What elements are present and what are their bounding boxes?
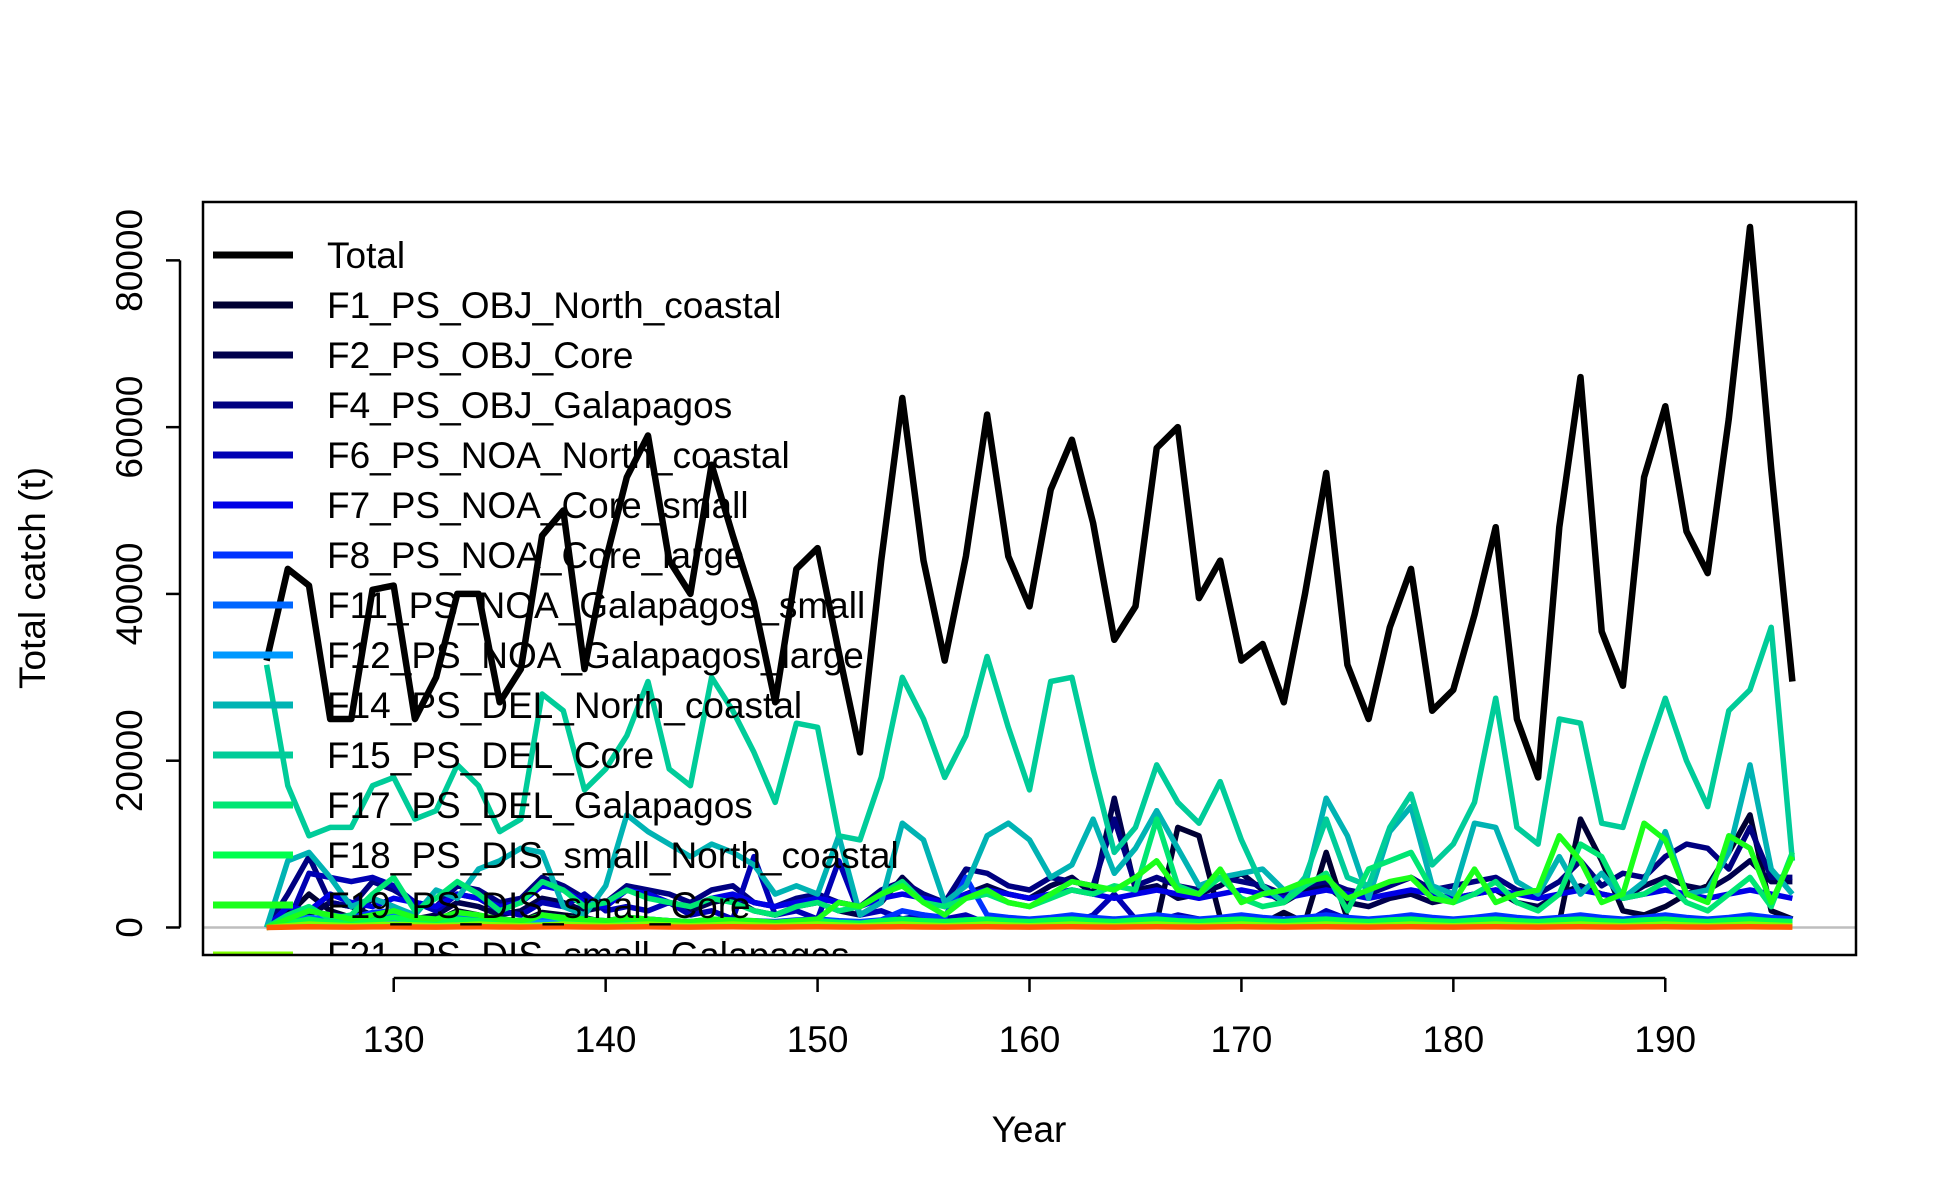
- legend-label: F1_PS_OBJ_North_coastal: [327, 285, 782, 326]
- x-tick-label: 130: [363, 1019, 425, 1060]
- axes: 130 140 150 160 170 180 190 0 20000 40000 60000 800…: [109, 200, 1858, 1060]
- y-tick-label: 40000: [109, 542, 150, 645]
- series-line-f14_ps_del_north_coastal: [263, 762, 1795, 929]
- legend-label: F18_PS_DIS_small_North_coastal: [327, 835, 899, 876]
- series-line-f19_ps_dis_small_core: [265, 820, 1795, 931]
- legend-label: Total: [327, 235, 405, 276]
- series-line-total: [263, 223, 1796, 781]
- legend-label: F4_PS_OBJ_Galapagos: [327, 385, 732, 426]
- legend-label: F6_PS_NOA_North_coastal: [327, 435, 790, 476]
- x-tick-label: 140: [575, 1019, 637, 1060]
- y-tick-label: 80000: [109, 209, 150, 312]
- legend-label: F7_PS_NOA_Core_small: [327, 485, 749, 526]
- y-tick-label: 20000: [109, 709, 150, 812]
- series-line-series-16: [266, 924, 1793, 931]
- x-axis-label: Year: [992, 1109, 1067, 1150]
- legend-label: F14_PS_DEL_North_coastal: [327, 685, 802, 726]
- x-tick-label: 190: [1634, 1019, 1696, 1060]
- legend-label: F19_PS_DIS_small_Core: [327, 885, 751, 926]
- legend-label: F12_PS_NOA_Galapagos_large: [327, 635, 864, 676]
- series-line-f15_ps_del_core: [263, 624, 1796, 906]
- legend-entries: Total F1_PS_OBJ_North_coastal F2_PS_OBJ_Co…: [213, 235, 899, 976]
- legend-label: F17_PS_DEL_Galapagos: [327, 785, 753, 826]
- plot-frame: [201, 200, 1858, 957]
- series-layer: [263, 223, 1796, 931]
- x-tick-label: 150: [787, 1019, 849, 1060]
- y-tick-label: 60000: [109, 376, 150, 479]
- legend-label: F8_PS_NOA_Core_large: [327, 535, 745, 576]
- legend-label: F21_PS_DIS_small_Galapagos: [327, 935, 849, 976]
- legend-label: F11_PS_NOA_Galapagos_small: [327, 585, 865, 626]
- x-tick-label: 170: [1211, 1019, 1273, 1060]
- x-tick-label: 180: [1422, 1019, 1484, 1060]
- x-tick-label: 160: [999, 1019, 1061, 1060]
- legend-label: F2_PS_OBJ_Core: [327, 335, 633, 376]
- y-axis-label: Total catch (t): [12, 467, 53, 689]
- legend-label: F15_PS_DEL_Core: [327, 735, 654, 776]
- y-tick-label: 0: [109, 917, 150, 938]
- legend: Total F1_PS_OBJ_North_coastal F2_PS_OBJ_Co…: [213, 235, 899, 976]
